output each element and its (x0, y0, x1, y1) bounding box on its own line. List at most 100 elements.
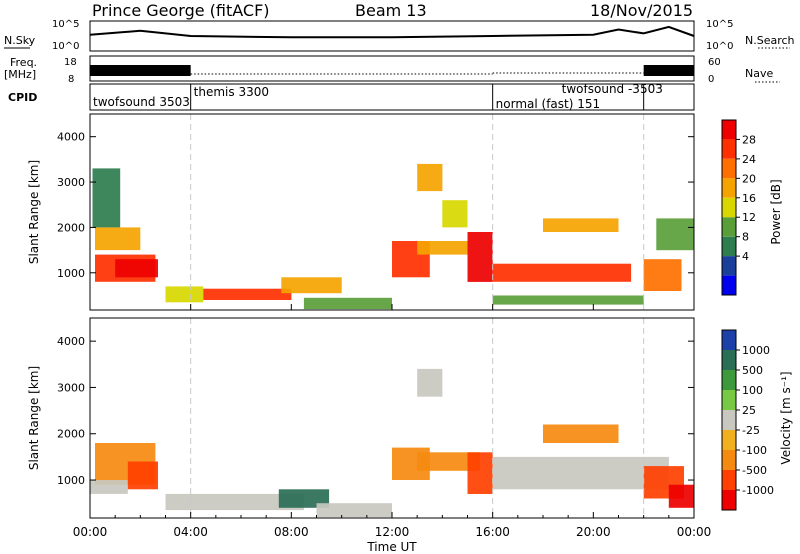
velocity-colorbar-frame (721, 329, 737, 511)
noise-panel (89, 20, 695, 52)
velocity-cell-5 (316, 503, 392, 518)
cpid-program-label: themis 3300 (194, 85, 269, 99)
velocity-cell-1 (90, 480, 128, 494)
velocity-colorbar-label: 500 (742, 364, 763, 377)
power-cell-17 (656, 218, 695, 251)
date-label: 18/Nov/2015 (590, 1, 693, 20)
beam-label: Beam 13 (355, 1, 427, 20)
velocity-cell-8 (417, 368, 443, 397)
noise-right-tick-bottom: 10^0 (706, 41, 733, 52)
power-cell-10 (417, 163, 443, 192)
velocity-colorbar-label: Velocity [m s⁻¹] (779, 371, 793, 464)
xaxis-label: Time UT (366, 540, 417, 554)
velocity-colorbar-swatch-1 (722, 470, 736, 490)
freq-label-line1: Freq. (10, 56, 37, 69)
velocity-colorbar-label: 1000 (742, 344, 770, 357)
cpid-panel (89, 83, 695, 111)
power-cell-9 (417, 241, 468, 255)
freq-label-line2: [MHz] (4, 68, 36, 81)
velocity-ytick-label: 1000 (57, 474, 85, 487)
power-colorbar-label: 24 (742, 153, 756, 166)
velocity-cell-13 (668, 484, 694, 508)
power-colorbar-label: 4 (742, 250, 749, 263)
power-colorbar-swatch-0 (722, 275, 736, 295)
power-colorbar-swatch-8 (722, 120, 736, 140)
velocity-cell-3 (165, 493, 304, 511)
cpid-program-label: twofsound 3503 (93, 95, 190, 109)
power-colorbar-frame (721, 119, 737, 296)
power-ytick-label: 3000 (57, 176, 85, 189)
power-colorbar-swatch-6 (722, 158, 736, 179)
power-cell-6 (281, 277, 342, 294)
freq-tick-top: 18 (64, 57, 77, 68)
xtick-label: 20:00 (576, 525, 611, 539)
power-colorbar-label: 12 (742, 211, 756, 224)
noise-sky-line (89, 25, 695, 39)
power-colorbar-label: 28 (742, 133, 756, 146)
noise-sky-label: N.Sky (4, 34, 36, 47)
velocity-colorbar-label: -25 (742, 424, 760, 437)
power-cell-16 (643, 259, 682, 291)
power-colorbar-label: Power [dB] (769, 179, 783, 244)
xtick-label: 00:00 (73, 525, 108, 539)
station-title: Prince George (fitACF) (92, 1, 270, 20)
cpid-label: CPID (8, 91, 37, 104)
power-cell-2 (95, 227, 141, 251)
nave-tick-top: 60 (708, 57, 721, 68)
power-colorbar-swatch-1 (722, 256, 736, 276)
velocity-cell-11 (543, 424, 619, 443)
power-cell-5 (203, 288, 292, 300)
velocity-colorbar-label: -1000 (742, 484, 774, 497)
velocity-cell-9 (467, 452, 493, 494)
power-colorbar-swatch-4 (722, 197, 736, 218)
power-cell-15 (492, 295, 644, 305)
velocity-colorbar-swatch-5 (722, 390, 736, 410)
velocity-colorbar-swatch-7 (722, 350, 736, 370)
power-cell-1 (115, 259, 158, 278)
power-cell-14 (543, 218, 619, 232)
velocity-ylabel: Slant Range [km] (27, 366, 41, 470)
power-cell-4 (165, 286, 204, 303)
velocity-colorbar-label: 100 (742, 384, 763, 397)
freq-block-late (643, 65, 694, 76)
velocity-ytick-label: 2000 (57, 428, 85, 441)
freq-tick-bottom: 8 (68, 74, 74, 85)
velocity-cell-4 (278, 489, 330, 508)
velocity-colorbar-swatch-4 (722, 410, 736, 430)
xtick-label: 12:00 (375, 525, 410, 539)
noise-search-label: N.Search (745, 34, 795, 47)
power-ylabel: Slant Range [km] (27, 160, 41, 264)
velocity-heatmap (90, 318, 694, 518)
velocity-colorbar-swatch-3 (722, 430, 736, 450)
power-colorbar-label: 20 (742, 172, 756, 185)
nave-label: Nave (745, 67, 773, 80)
freq-block-early (90, 65, 191, 76)
velocity-colorbar: 1000 500 100 25 -25 -100 -500 -1000 (721, 329, 774, 511)
time-axis: 00:00 04:00 08:00 12:00 16:00 20:00 00:00 (73, 304, 711, 539)
power-axes: 1000 2000 3000 4000 (57, 131, 694, 280)
power-heatmap (92, 114, 695, 310)
power-cell-12 (467, 232, 493, 282)
power-cell-7 (303, 297, 392, 310)
velocity-ytick-label: 3000 (57, 381, 85, 394)
velocity-colorbar-swatch-0 (722, 490, 736, 510)
velocity-colorbar-swatch-8 (722, 330, 736, 350)
velocity-axes: 1000 2000 3000 4000 (57, 335, 694, 487)
power-ytick-label: 4000 (57, 131, 85, 144)
velocity-cell-10 (492, 456, 669, 490)
velocity-colorbar-swatch-6 (722, 370, 736, 390)
cpid-program-label: twofsound -3503 (562, 82, 663, 96)
noise-left-tick-bottom: 10^0 (52, 41, 79, 52)
power-colorbar-swatch-3 (722, 217, 736, 237)
freq-marks (90, 65, 694, 76)
velocity-colorbar-label: 25 (742, 404, 756, 417)
power-ytick-label: 1000 (57, 267, 85, 280)
power-cell-11 (442, 200, 468, 228)
cpid-marks: twofsound 3503 themis 3300 normal (fast) 1… (93, 82, 663, 111)
noise-left-tick-top: 10^5 (52, 19, 79, 30)
xtick-label: 16:00 (475, 525, 510, 539)
xtick-label: 08:00 (274, 525, 309, 539)
power-colorbar-swatch-5 (722, 178, 736, 198)
power-ytick-label: 2000 (57, 221, 85, 234)
